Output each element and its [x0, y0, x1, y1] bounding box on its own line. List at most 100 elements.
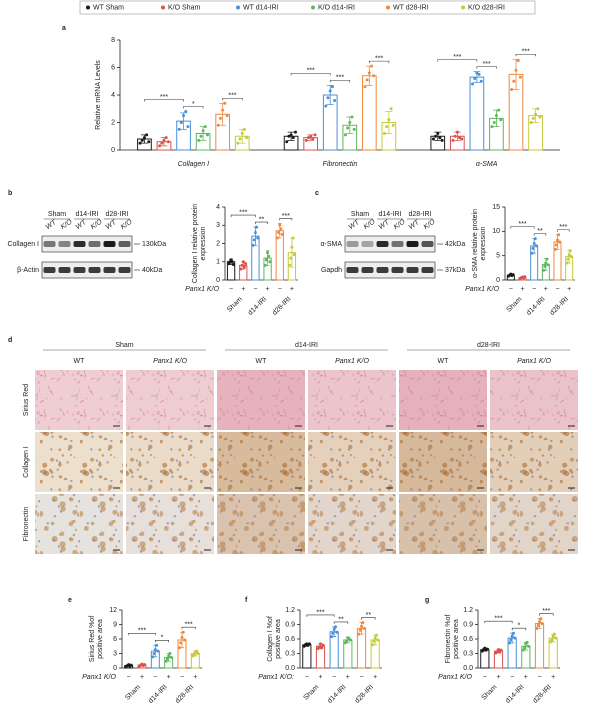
x-mark-label: +: [318, 674, 322, 681]
data-point: [492, 121, 496, 124]
x-axis-label: Panx1 K/O: [438, 674, 472, 681]
blot-band: [391, 267, 404, 273]
micrograph-texture: [126, 432, 214, 492]
y-axis-label: Sirius Red %of: [89, 616, 96, 662]
data-point: [223, 101, 227, 105]
x-axis-label: Panx1 K/O: [82, 674, 116, 681]
x-mark-label: −: [555, 286, 559, 293]
y-tick-label: 0.3: [463, 650, 473, 657]
data-point: [289, 256, 293, 260]
x-mark-label: +: [524, 674, 528, 681]
data-point: [330, 635, 334, 639]
micrograph-stain: [217, 494, 305, 554]
group-header: d14-IRI: [295, 342, 318, 349]
data-point: [140, 138, 144, 142]
y-tick-label: 1: [216, 259, 220, 266]
data-point: [143, 663, 147, 667]
significance-bracket: [290, 73, 331, 76]
data-point: [321, 643, 325, 647]
x-mark-label: −: [229, 286, 233, 293]
data-point: [558, 240, 562, 244]
x-axis-label: Panx1 K/O: [185, 286, 219, 293]
data-point: [352, 127, 356, 131]
micrograph-texture: [399, 370, 487, 430]
y-tick-label: 0: [216, 277, 220, 284]
data-point: [554, 243, 558, 247]
micrograph-texture: [35, 494, 123, 554]
data-point: [533, 237, 537, 241]
significance-label: ***: [494, 616, 502, 623]
data-point: [451, 138, 455, 142]
data-point: [151, 655, 155, 659]
data-point: [156, 649, 160, 653]
data-point: [345, 639, 349, 643]
micrograph-stain: [308, 494, 396, 554]
y-axis-label: Relative mRNA Levels: [95, 60, 102, 130]
significance-bracket: [255, 221, 268, 225]
data-point: [525, 640, 529, 644]
data-point: [531, 116, 535, 120]
data-point: [367, 71, 371, 75]
data-point: [523, 275, 527, 279]
data-point: [485, 647, 489, 651]
data-point: [280, 232, 284, 236]
group-label: d14-IRI: [505, 684, 526, 705]
x-mark-label: −: [509, 286, 513, 293]
blot-band: [118, 241, 131, 247]
row-label: Collagen I: [23, 446, 30, 478]
data-point: [230, 260, 234, 264]
lane-label: K/O: [60, 218, 74, 231]
x-mark-label: +: [193, 674, 197, 681]
significance-label: *: [518, 623, 521, 630]
data-point: [264, 258, 268, 262]
data-point: [179, 641, 183, 645]
significance-bracket: [437, 59, 478, 62]
genotype-label: Panx1 K/O: [153, 358, 187, 365]
data-point: [568, 249, 572, 253]
data-point: [145, 133, 149, 137]
significance-label: **: [537, 228, 543, 235]
data-point: [434, 134, 438, 138]
legend-marker: [311, 5, 315, 10]
data-point: [499, 118, 503, 122]
error-bar: [385, 111, 393, 134]
data-point: [376, 638, 380, 642]
data-point: [152, 652, 156, 655]
significance-label: ***: [282, 213, 290, 220]
data-point: [285, 140, 289, 144]
micrograph-texture: [126, 494, 214, 554]
x-mark-label: −: [359, 674, 363, 681]
data-point: [169, 655, 173, 659]
significance-bracket: [533, 233, 547, 236]
data-point: [362, 626, 366, 630]
bar: [469, 76, 485, 151]
data-point: [534, 112, 538, 116]
blot-band: [43, 267, 56, 273]
significance-bracket: [539, 613, 554, 616]
x-mark-label: −: [127, 674, 131, 681]
data-point: [477, 72, 481, 76]
data-point: [253, 231, 257, 235]
panel-label: d: [8, 337, 12, 344]
data-point: [530, 251, 534, 255]
blot-band: [406, 241, 419, 247]
blot-band: [43, 241, 56, 247]
legend-marker: [461, 5, 465, 10]
significance-label: ***: [336, 75, 344, 82]
data-point: [252, 238, 256, 242]
y-tick-label: 5: [496, 253, 500, 260]
data-point: [346, 126, 350, 130]
y-axis-label: Collagen I relative protein: [192, 204, 199, 283]
data-point: [514, 68, 518, 72]
data-point: [166, 140, 170, 144]
group-label: Sham: [302, 684, 320, 702]
y-tick-label: 3: [216, 222, 220, 229]
data-point: [201, 129, 205, 133]
micrograph-texture: [308, 370, 396, 430]
blot-frame: [41, 261, 133, 279]
y-axis-label: Collagen I %of: [267, 616, 274, 662]
micrograph-texture: [399, 494, 487, 554]
data-point: [239, 267, 243, 271]
data-point: [332, 627, 336, 631]
blot-band: [406, 267, 419, 273]
